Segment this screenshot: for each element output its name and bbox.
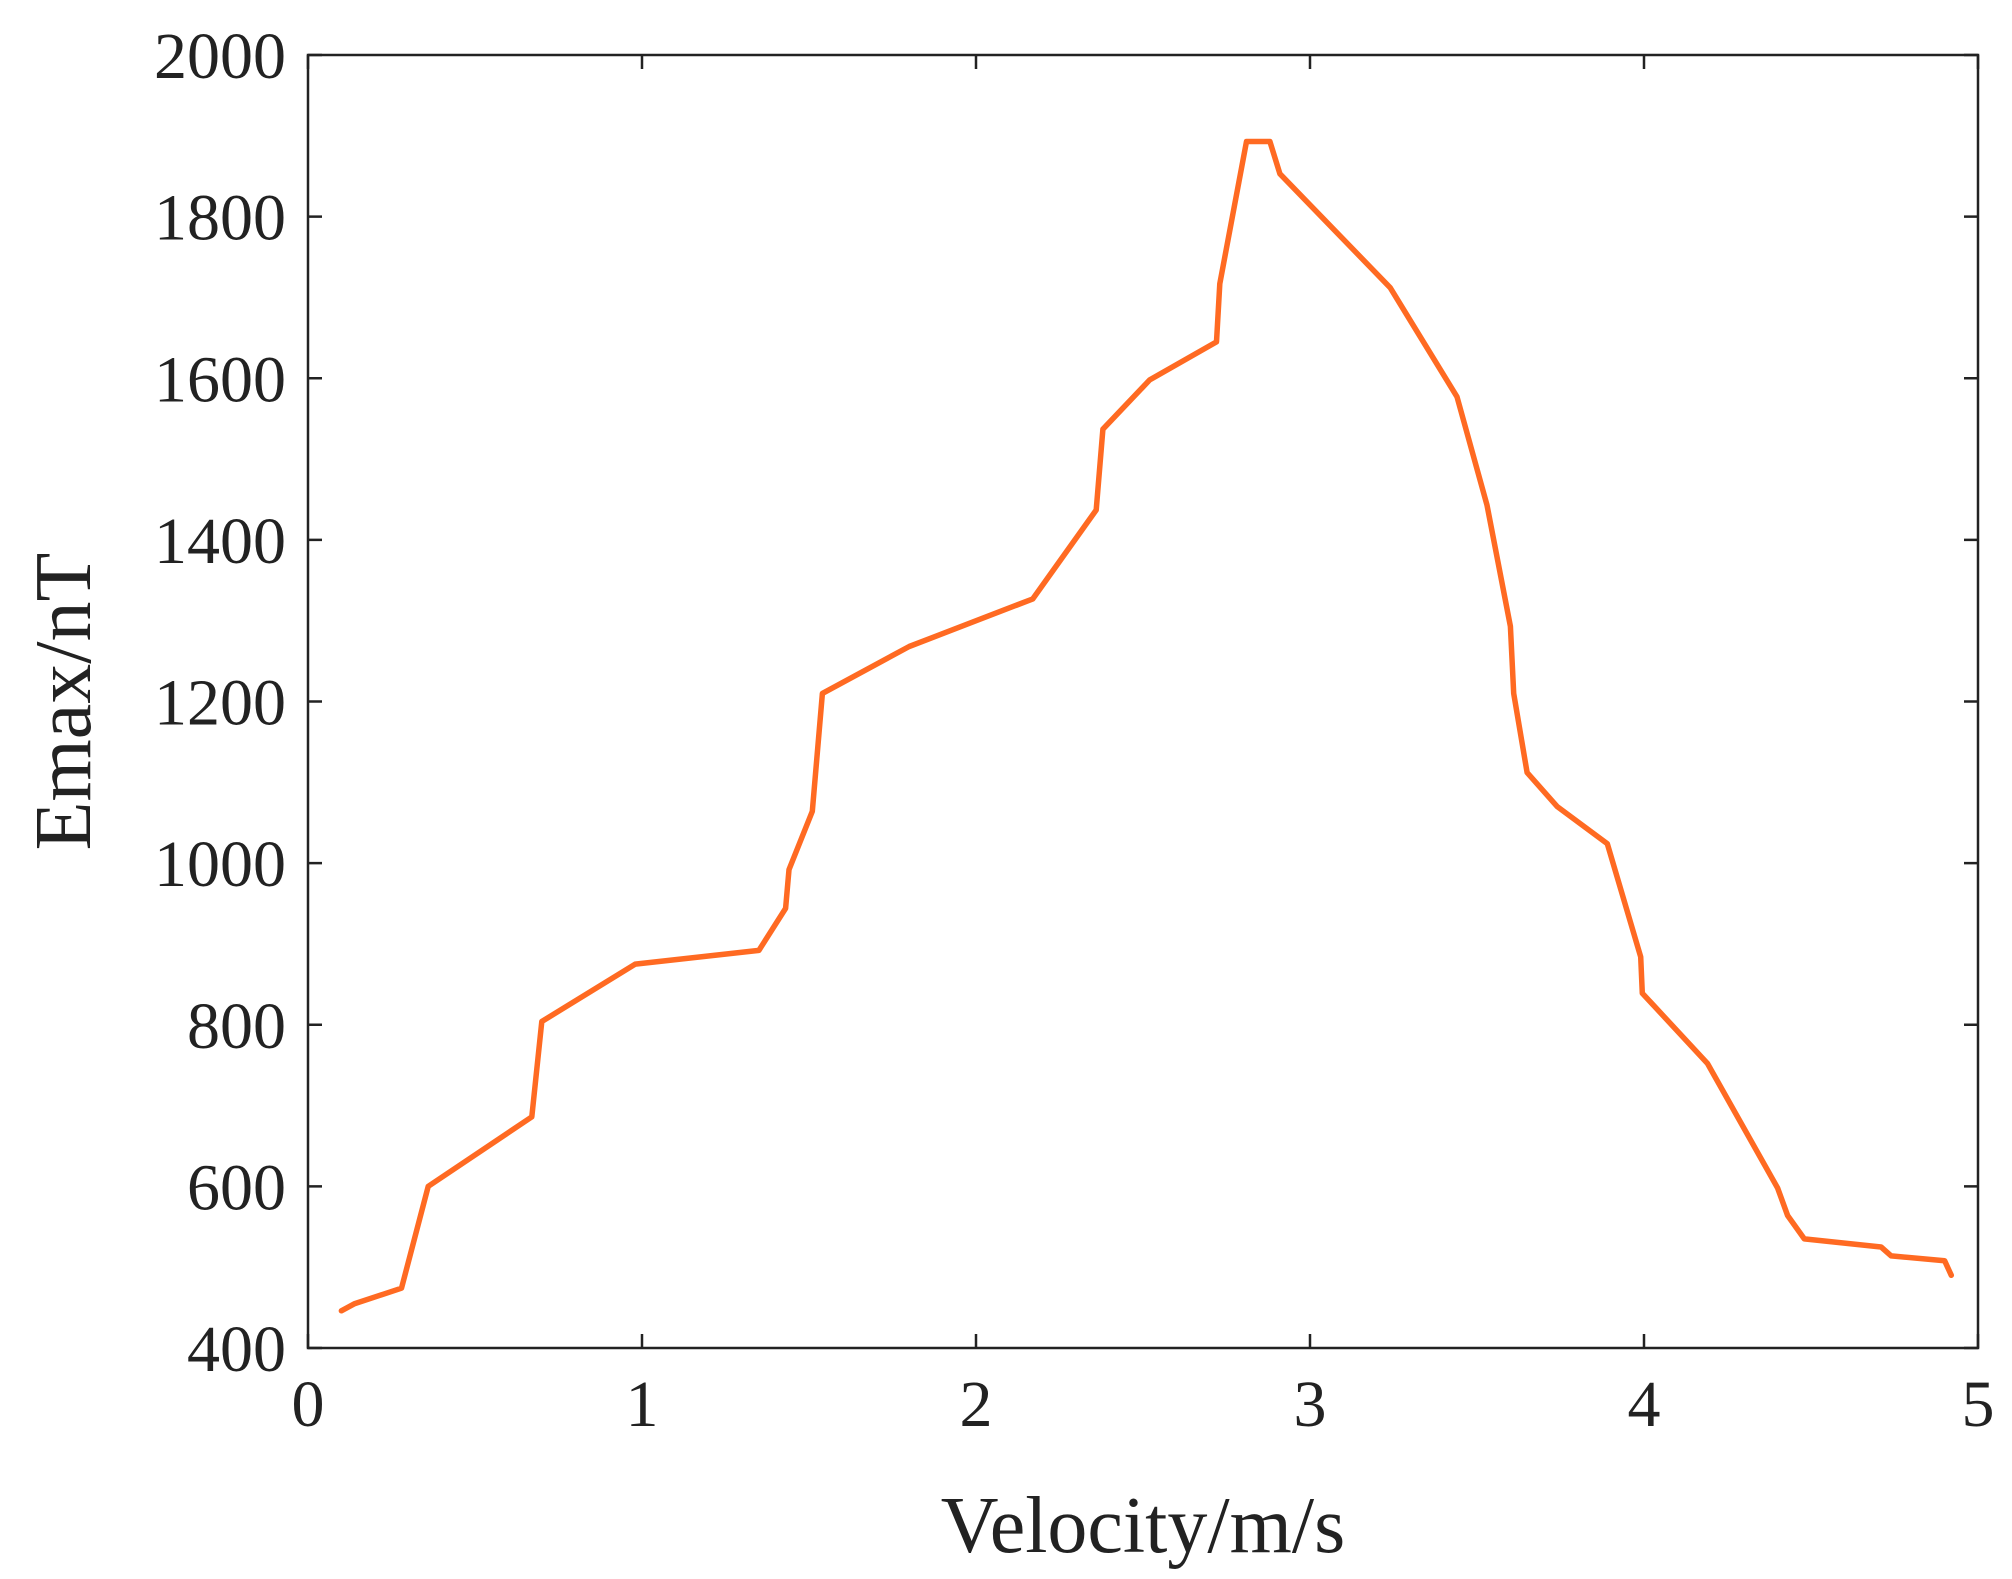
y-tick-label: 400: [187, 1313, 286, 1386]
x-tick-label: 0: [292, 1368, 325, 1441]
y-tick-label: 800: [187, 990, 286, 1063]
series-layer: [338, 138, 1955, 1314]
y-tick-label: 1600: [154, 343, 286, 416]
tick-labels: 0 1 2 3 4 5 400 600 800 1000 1200 1400 1600 1800 2000: [154, 20, 1995, 1441]
y-tick-label: 1800: [154, 182, 286, 255]
series-line-0: [338, 138, 1955, 1314]
y-tick-label: 2000: [154, 20, 286, 93]
x-tick-label: 2: [960, 1368, 993, 1441]
y-tick-label: 1200: [154, 667, 286, 740]
x-tick-label: 1: [626, 1368, 659, 1441]
y-tick-label: 1000: [154, 828, 286, 901]
axis-ticks: [306, 53, 1980, 1350]
x-tick-label: 5: [1962, 1368, 1995, 1441]
y-tick-label: 1400: [154, 505, 286, 578]
y-tick-label: 600: [187, 1151, 286, 1224]
x-tick-label: 4: [1628, 1368, 1661, 1441]
plot-frame: [306, 53, 1980, 1350]
y-axis-title: Emax/nT: [20, 553, 108, 851]
x-tick-label: 3: [1294, 1368, 1327, 1441]
x-axis-title: Velocity/m/s: [941, 1482, 1345, 1570]
